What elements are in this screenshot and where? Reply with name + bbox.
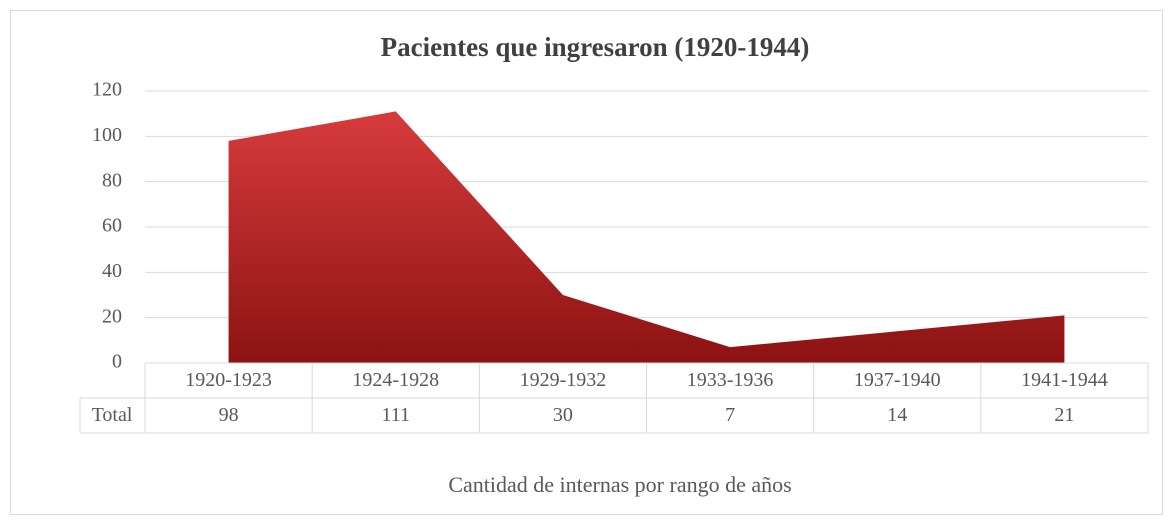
y-tick-label: 40 [102,260,122,282]
y-tick-label: 20 [102,305,122,327]
y-tick-label: 0 [112,351,122,373]
table-value: 111 [381,404,410,426]
x-axis-label: Cantidad de internas por rango de años [448,472,791,497]
table-value: 7 [725,404,735,426]
chart-border [10,10,1163,515]
x-tick-label: 1933-1936 [687,369,774,391]
legend-label: Total [92,404,133,426]
table-value: 21 [1054,404,1074,426]
x-tick-label: 1937-1940 [854,369,941,391]
y-tick-label: 60 [102,215,122,237]
table-value: 98 [219,404,239,426]
x-tick-label: 1924-1928 [352,369,439,391]
x-tick-label: 1941-1944 [1021,369,1108,391]
y-tick-label: 80 [102,169,122,191]
y-tick-label: 100 [92,124,122,146]
area [228,111,1065,364]
x-tick-label: 1920-1923 [185,369,272,391]
x-tick-label: 1929-1932 [520,369,607,391]
table-value: 14 [887,404,907,426]
chart-title: Pacientes que ingresaron (1920-1944) [381,32,810,62]
y-tick-label: 120 [92,79,122,101]
table-value: 30 [553,404,573,426]
